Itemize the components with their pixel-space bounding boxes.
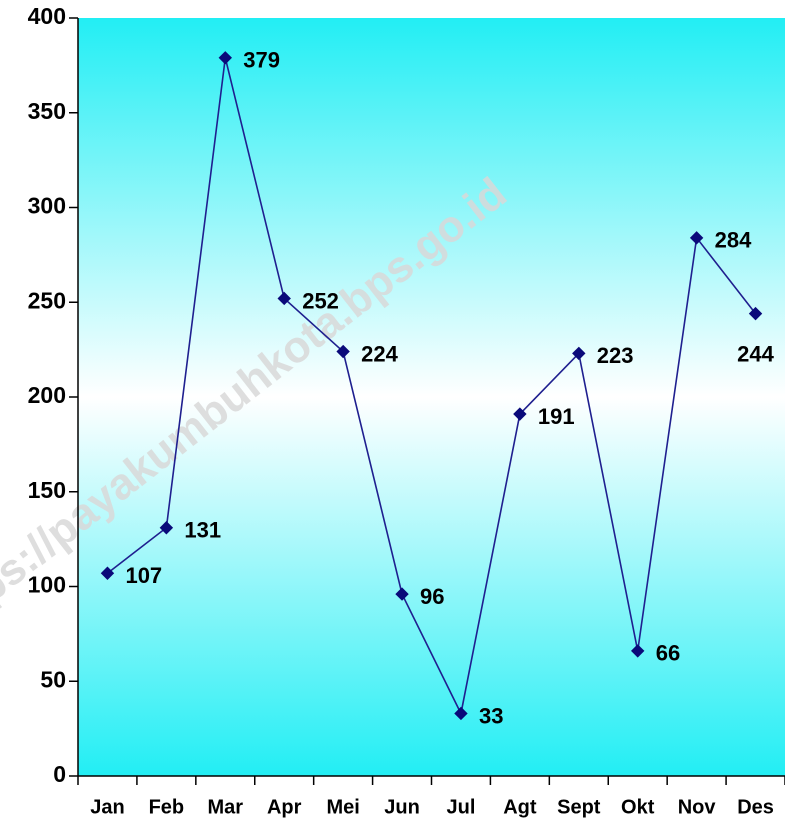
x-tick-label: Jun: [384, 796, 420, 818]
data-point-marker: [277, 291, 291, 306]
data-point-marker: [748, 306, 763, 321]
data-label: 96: [420, 584, 444, 609]
plot-area: [78, 18, 785, 776]
data-point-marker: [100, 566, 115, 580]
x-tick-label: Sept: [557, 796, 601, 818]
y-tick-label: 350: [28, 98, 66, 124]
y-tick-label: 150: [28, 477, 66, 503]
x-tick-label: Des: [737, 796, 774, 818]
data-label: 33: [479, 703, 503, 728]
y-tick-label: 100: [28, 572, 66, 598]
data-point-marker: [513, 407, 527, 421]
x-tick-label: Agt: [503, 796, 537, 818]
x-tick-label: Jan: [90, 796, 124, 818]
y-axis-ticks: 0 50 100 150 200 250 300 350 400: [28, 3, 78, 787]
y-tick-label: 400: [28, 3, 66, 29]
y-tick-label: 0: [53, 761, 66, 787]
data-label: 284: [715, 228, 752, 253]
data-point-marker: [454, 706, 468, 721]
x-tick-label: Apr: [267, 796, 302, 818]
data-point-marker: [689, 231, 704, 245]
data-label: 191: [538, 404, 575, 429]
data-label: 379: [243, 48, 280, 73]
x-tick-label: Nov: [678, 796, 717, 818]
data-label: 66: [656, 641, 680, 666]
data-point-marker: [218, 51, 232, 65]
data-label: 252: [302, 288, 339, 313]
data-labels: 107 131 379 252 224 96 33 191 223 66 284 244: [125, 48, 774, 729]
y-tick-label: 250: [28, 287, 66, 313]
series-markers: [100, 51, 763, 721]
data-label: 223: [597, 343, 634, 368]
y-tick-label: 200: [28, 382, 66, 408]
data-label: 224: [361, 341, 398, 366]
data-point-marker: [159, 521, 174, 535]
x-tick-label: Mar: [208, 796, 244, 818]
series-line: [106, 57, 757, 716]
y-tick-label: 300: [28, 193, 66, 219]
x-tick-label: Mei: [326, 796, 359, 818]
data-point-marker: [572, 346, 586, 361]
data-label: 244: [737, 341, 774, 366]
data-label: 107: [125, 563, 162, 588]
y-tick-label: 50: [40, 666, 66, 692]
data-point-marker: [631, 644, 645, 658]
data-point-marker: [395, 587, 409, 601]
x-axis-ticks: Jan Feb Mar Apr Mei Jun Jul Agt Sept Okt Nov Des: [77, 776, 785, 818]
x-tick-label: Jul: [447, 796, 476, 818]
data-label: 131: [184, 518, 221, 543]
data-point-marker: [336, 344, 350, 359]
x-tick-label: Okt: [621, 796, 655, 818]
x-tick-label: Feb: [149, 796, 185, 818]
